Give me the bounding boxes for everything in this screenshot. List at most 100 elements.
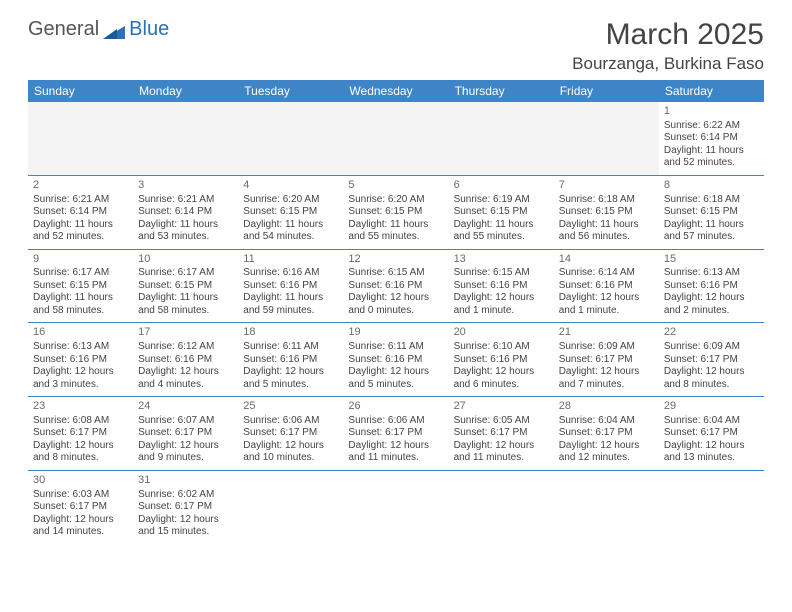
calendar-day-cell [343, 470, 448, 543]
day-number: 19 [348, 326, 443, 340]
sunrise-text: Sunrise: 6:03 AM [33, 489, 128, 502]
sunrise-text: Sunrise: 6:09 AM [664, 341, 759, 354]
calendar-day-cell: 21Sunrise: 6:09 AMSunset: 6:17 PMDayligh… [554, 323, 659, 397]
sunset-text: Sunset: 6:16 PM [243, 354, 338, 367]
sunrise-text: Sunrise: 6:14 AM [559, 267, 654, 280]
day-number: 24 [138, 400, 233, 414]
calendar-table: Sunday Monday Tuesday Wednesday Thursday… [28, 80, 764, 544]
day-number: 1 [664, 105, 759, 119]
calendar-day-cell: 26Sunrise: 6:06 AMSunset: 6:17 PMDayligh… [343, 397, 448, 471]
day-number: 2 [33, 179, 128, 193]
day-header: Saturday [659, 80, 764, 102]
sunset-text: Sunset: 6:17 PM [138, 501, 233, 514]
day-header: Wednesday [343, 80, 448, 102]
daylight-text: Daylight: 12 hours and 11 minutes. [454, 440, 549, 465]
daylight-text: Daylight: 12 hours and 2 minutes. [664, 292, 759, 317]
day-header-row: Sunday Monday Tuesday Wednesday Thursday… [28, 80, 764, 102]
calendar-day-cell: 20Sunrise: 6:10 AMSunset: 6:16 PMDayligh… [449, 323, 554, 397]
sunset-text: Sunset: 6:15 PM [348, 206, 443, 219]
sunset-text: Sunset: 6:16 PM [664, 280, 759, 293]
sunrise-text: Sunrise: 6:04 AM [559, 415, 654, 428]
day-number: 14 [559, 253, 654, 267]
calendar-day-cell [554, 102, 659, 175]
daylight-text: Daylight: 11 hours and 55 minutes. [454, 219, 549, 244]
daylight-text: Daylight: 11 hours and 54 minutes. [243, 219, 338, 244]
day-number: 31 [138, 474, 233, 488]
sunrise-text: Sunrise: 6:18 AM [559, 194, 654, 207]
sunset-text: Sunset: 6:14 PM [138, 206, 233, 219]
sunset-text: Sunset: 6:16 PM [138, 354, 233, 367]
daylight-text: Daylight: 11 hours and 57 minutes. [664, 219, 759, 244]
sunrise-text: Sunrise: 6:04 AM [664, 415, 759, 428]
calendar-day-cell: 14Sunrise: 6:14 AMSunset: 6:16 PMDayligh… [554, 249, 659, 323]
day-number: 13 [454, 253, 549, 267]
location: Bourzanga, Burkina Faso [572, 54, 764, 74]
sunrise-text: Sunrise: 6:08 AM [33, 415, 128, 428]
daylight-text: Daylight: 12 hours and 1 minute. [454, 292, 549, 317]
daylight-text: Daylight: 12 hours and 1 minute. [559, 292, 654, 317]
sunset-text: Sunset: 6:15 PM [664, 206, 759, 219]
day-number: 9 [33, 253, 128, 267]
calendar-day-cell: 19Sunrise: 6:11 AMSunset: 6:16 PMDayligh… [343, 323, 448, 397]
calendar-week-row: 30Sunrise: 6:03 AMSunset: 6:17 PMDayligh… [28, 470, 764, 543]
daylight-text: Daylight: 12 hours and 3 minutes. [33, 366, 128, 391]
calendar-day-cell: 6Sunrise: 6:19 AMSunset: 6:15 PMDaylight… [449, 175, 554, 249]
day-number: 30 [33, 474, 128, 488]
calendar-week-row: 1Sunrise: 6:22 AMSunset: 6:14 PMDaylight… [28, 102, 764, 175]
day-number: 23 [33, 400, 128, 414]
sunset-text: Sunset: 6:14 PM [33, 206, 128, 219]
sunrise-text: Sunrise: 6:15 AM [454, 267, 549, 280]
calendar-day-cell: 11Sunrise: 6:16 AMSunset: 6:16 PMDayligh… [238, 249, 343, 323]
calendar-day-cell: 4Sunrise: 6:20 AMSunset: 6:15 PMDaylight… [238, 175, 343, 249]
sunrise-text: Sunrise: 6:12 AM [138, 341, 233, 354]
day-number: 8 [664, 179, 759, 193]
logo: General Blue [28, 18, 169, 41]
sunset-text: Sunset: 6:16 PM [559, 280, 654, 293]
calendar-day-cell [238, 102, 343, 175]
sunset-text: Sunset: 6:15 PM [559, 206, 654, 219]
sunrise-text: Sunrise: 6:16 AM [243, 267, 338, 280]
day-header: Thursday [449, 80, 554, 102]
calendar-day-cell: 27Sunrise: 6:05 AMSunset: 6:17 PMDayligh… [449, 397, 554, 471]
calendar-week-row: 23Sunrise: 6:08 AMSunset: 6:17 PMDayligh… [28, 397, 764, 471]
day-header: Sunday [28, 80, 133, 102]
sunrise-text: Sunrise: 6:21 AM [138, 194, 233, 207]
daylight-text: Daylight: 12 hours and 7 minutes. [559, 366, 654, 391]
calendar-day-cell: 17Sunrise: 6:12 AMSunset: 6:16 PMDayligh… [133, 323, 238, 397]
daylight-text: Daylight: 11 hours and 52 minutes. [33, 219, 128, 244]
daylight-text: Daylight: 12 hours and 8 minutes. [33, 440, 128, 465]
daylight-text: Daylight: 11 hours and 56 minutes. [559, 219, 654, 244]
day-number: 26 [348, 400, 443, 414]
calendar-day-cell: 3Sunrise: 6:21 AMSunset: 6:14 PMDaylight… [133, 175, 238, 249]
day-number: 15 [664, 253, 759, 267]
daylight-text: Daylight: 12 hours and 0 minutes. [348, 292, 443, 317]
calendar-day-cell: 7Sunrise: 6:18 AMSunset: 6:15 PMDaylight… [554, 175, 659, 249]
sunset-text: Sunset: 6:15 PM [33, 280, 128, 293]
calendar-week-row: 16Sunrise: 6:13 AMSunset: 6:16 PMDayligh… [28, 323, 764, 397]
title-block: March 2025 Bourzanga, Burkina Faso [572, 18, 764, 74]
sunrise-text: Sunrise: 6:13 AM [664, 267, 759, 280]
calendar-day-cell: 23Sunrise: 6:08 AMSunset: 6:17 PMDayligh… [28, 397, 133, 471]
day-number: 17 [138, 326, 233, 340]
day-header: Tuesday [238, 80, 343, 102]
daylight-text: Daylight: 12 hours and 10 minutes. [243, 440, 338, 465]
day-number: 29 [664, 400, 759, 414]
day-number: 3 [138, 179, 233, 193]
sunrise-text: Sunrise: 6:20 AM [348, 194, 443, 207]
sunset-text: Sunset: 6:17 PM [348, 427, 443, 440]
sunset-text: Sunset: 6:16 PM [33, 354, 128, 367]
calendar-day-cell [554, 470, 659, 543]
calendar-day-cell: 31Sunrise: 6:02 AMSunset: 6:17 PMDayligh… [133, 470, 238, 543]
sunrise-text: Sunrise: 6:05 AM [454, 415, 549, 428]
daylight-text: Daylight: 12 hours and 4 minutes. [138, 366, 233, 391]
sunset-text: Sunset: 6:17 PM [243, 427, 338, 440]
calendar-day-cell: 15Sunrise: 6:13 AMSunset: 6:16 PMDayligh… [659, 249, 764, 323]
sunset-text: Sunset: 6:16 PM [348, 280, 443, 293]
calendar-day-cell: 24Sunrise: 6:07 AMSunset: 6:17 PMDayligh… [133, 397, 238, 471]
day-number: 11 [243, 253, 338, 267]
sunrise-text: Sunrise: 6:15 AM [348, 267, 443, 280]
calendar-day-cell: 30Sunrise: 6:03 AMSunset: 6:17 PMDayligh… [28, 470, 133, 543]
calendar-day-cell: 22Sunrise: 6:09 AMSunset: 6:17 PMDayligh… [659, 323, 764, 397]
calendar-day-cell: 29Sunrise: 6:04 AMSunset: 6:17 PMDayligh… [659, 397, 764, 471]
sunset-text: Sunset: 6:17 PM [33, 427, 128, 440]
